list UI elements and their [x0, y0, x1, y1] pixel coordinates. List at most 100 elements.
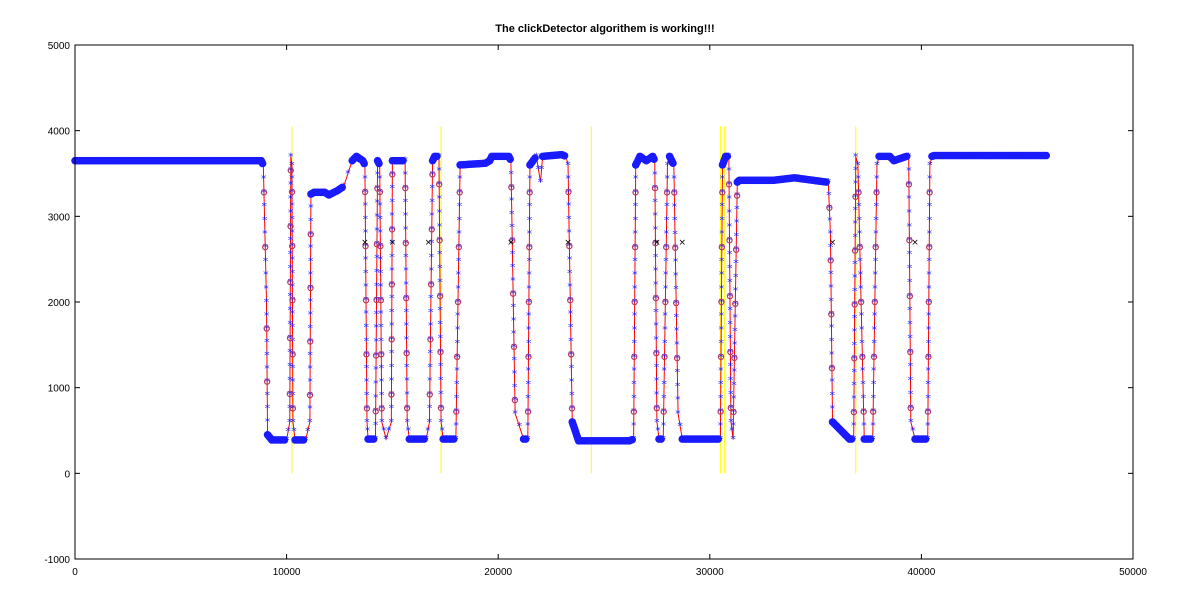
- signal-marker: *: [363, 308, 369, 321]
- signal-marker: *: [403, 196, 409, 209]
- signal-marker: [628, 435, 637, 444]
- signal-marker: *: [568, 335, 574, 348]
- signal-marker: *: [674, 325, 680, 338]
- signal-marker: *: [663, 282, 669, 295]
- signal-marker: *: [653, 278, 659, 291]
- transition-marker: [906, 292, 914, 300]
- transition-marker: [363, 405, 371, 412]
- signal-marker: *: [290, 362, 296, 375]
- signal-marker: *: [632, 296, 638, 309]
- signal-marker: *: [662, 337, 668, 350]
- signal-marker: *: [456, 227, 462, 240]
- signal-marker: *: [525, 378, 531, 391]
- transition-marker: [672, 299, 680, 307]
- transition-marker: [926, 243, 933, 251]
- transition-marker: [850, 408, 858, 416]
- signal-marker: *: [428, 347, 434, 360]
- signal-marker: *: [536, 163, 542, 176]
- signal-marker: *: [872, 282, 878, 295]
- signal-marker: *: [525, 419, 531, 432]
- signal-marker: *: [287, 374, 293, 387]
- signal-marker: *: [718, 323, 724, 336]
- signal-marker: *: [288, 192, 294, 205]
- signal-marker: *: [734, 230, 740, 243]
- signal-marker: *: [389, 223, 395, 236]
- transition-marker: [727, 348, 734, 356]
- transition-marker: [373, 296, 380, 304]
- transition-marker: [453, 408, 460, 415]
- signal-marker: *: [374, 266, 380, 279]
- signal-marker: *: [362, 186, 368, 199]
- transition-marker: [857, 298, 865, 306]
- transition-marker: [661, 353, 668, 361]
- signal-marker: *: [378, 240, 384, 253]
- transition-marker: [403, 294, 410, 302]
- signal-marker: *: [672, 200, 678, 213]
- transition-marker: [428, 226, 435, 233]
- signal-marker: *: [856, 186, 862, 199]
- signal-marker: *: [512, 394, 518, 407]
- signal-marker: *: [732, 352, 738, 365]
- transition-marker: [907, 404, 914, 412]
- signal-marker: *: [378, 321, 384, 334]
- signal-marker: *: [389, 278, 395, 291]
- signal-marker: *: [874, 159, 880, 172]
- transition-marker: [362, 242, 369, 250]
- signal-marker: *: [508, 155, 514, 168]
- signal-marker: *: [728, 374, 734, 387]
- signal-marker: *: [526, 351, 532, 364]
- signal-marker: *: [851, 420, 857, 433]
- signal-marker: *: [289, 159, 295, 172]
- signal-marker: *: [374, 294, 380, 307]
- signal-marker: *: [731, 420, 737, 433]
- signal-marker: *: [438, 388, 444, 401]
- signal-marker: *: [853, 177, 859, 190]
- signal-marker: *: [872, 310, 878, 323]
- signal-marker: *: [632, 337, 638, 350]
- signal-marker: *: [429, 265, 435, 278]
- signal-marker: *: [261, 159, 267, 172]
- signal-marker: *: [379, 389, 385, 402]
- signal-marker: *: [925, 378, 931, 391]
- signal-marker: *: [307, 416, 313, 429]
- signal-marker: *: [288, 248, 294, 261]
- signal-marker: *: [404, 361, 410, 374]
- signal-marker: *: [908, 360, 914, 373]
- transition-marker: [389, 171, 396, 178]
- y-tick-label: 0: [64, 469, 70, 480]
- signal-marker: *: [265, 416, 271, 429]
- signal-marker: *: [402, 155, 408, 168]
- signal-marker: *: [509, 234, 515, 247]
- signal-marker: *: [653, 251, 659, 264]
- transition-marker: [906, 237, 913, 244]
- signal-marker: *: [926, 296, 932, 309]
- signal-marker: *: [718, 365, 724, 378]
- x-tick-label: 0: [72, 567, 78, 578]
- signal-marker: *: [453, 419, 459, 432]
- signal-marker: *: [852, 245, 858, 258]
- signal-marker: *: [925, 392, 931, 405]
- signal-marker: *: [510, 248, 516, 261]
- signal-marker: *: [727, 276, 733, 289]
- signal-marker: *: [733, 298, 739, 311]
- signal-marker: *: [632, 310, 638, 323]
- signal-marker: *: [403, 210, 409, 223]
- signal-marker: *: [926, 310, 932, 323]
- signal-marker: *: [308, 242, 314, 255]
- signal-marker: *: [289, 200, 295, 213]
- signal-marker: *: [389, 416, 395, 429]
- signal-marker: *: [429, 223, 435, 236]
- signal-marker: *: [829, 322, 835, 335]
- signal-marker: *: [290, 348, 296, 361]
- signal-marker: *: [852, 339, 858, 352]
- signal-marker: *: [262, 241, 268, 254]
- signal-marker: *: [871, 378, 877, 391]
- transition-marker: [651, 184, 659, 192]
- signal-marker: *: [827, 202, 833, 215]
- signal-marker: *: [870, 419, 876, 432]
- signal-marker: *: [526, 323, 532, 336]
- signal-marker: *: [632, 323, 638, 336]
- signal-marker: *: [363, 254, 369, 267]
- signal-marker: *: [288, 262, 294, 275]
- signal-marker: *: [534, 150, 540, 163]
